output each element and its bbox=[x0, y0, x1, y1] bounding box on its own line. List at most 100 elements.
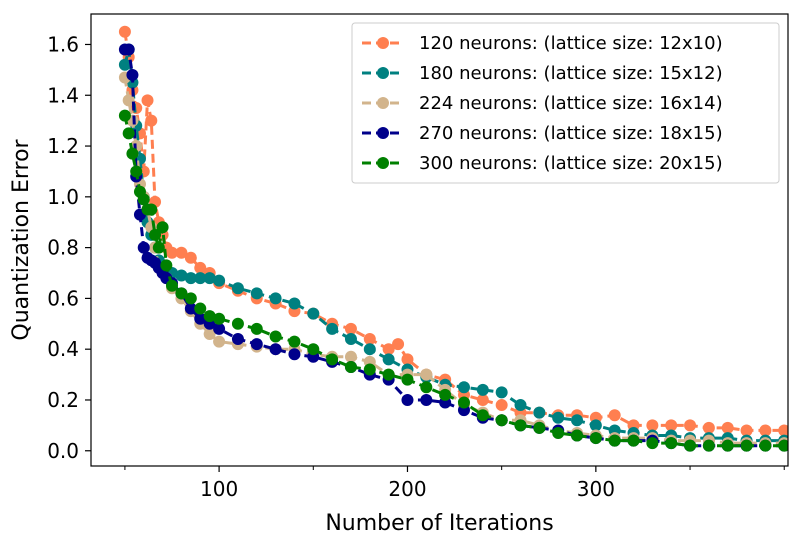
data-point bbox=[344, 322, 357, 335]
data-point bbox=[288, 297, 301, 310]
data-point bbox=[495, 399, 508, 412]
data-point bbox=[439, 388, 452, 401]
legend-box bbox=[351, 22, 780, 184]
y-tick-label: 0.6 bbox=[47, 286, 79, 310]
data-point bbox=[420, 381, 433, 394]
data-point bbox=[203, 272, 216, 285]
x-tick-label: 200 bbox=[388, 477, 426, 501]
legend-marker bbox=[377, 37, 389, 49]
data-point bbox=[533, 421, 546, 434]
data-point bbox=[420, 368, 433, 381]
axes-frame bbox=[90, 13, 789, 467]
y-tick-label: 1.4 bbox=[47, 83, 79, 107]
data-point bbox=[213, 322, 226, 335]
data-point bbox=[363, 363, 376, 376]
data-point bbox=[175, 246, 188, 259]
data-point bbox=[571, 429, 584, 442]
data-point bbox=[194, 312, 207, 325]
data-point bbox=[152, 241, 165, 254]
data-point bbox=[122, 127, 135, 140]
legend-item: 180 neurons: (lattice size: 15x12) bbox=[362, 63, 723, 84]
data-point bbox=[231, 333, 244, 346]
data-point bbox=[665, 419, 678, 432]
data-point bbox=[382, 368, 395, 381]
data-point bbox=[495, 386, 508, 399]
data-point bbox=[702, 439, 715, 452]
data-point bbox=[382, 343, 395, 356]
data-point bbox=[126, 147, 139, 160]
data-point bbox=[137, 193, 150, 206]
data-point bbox=[401, 393, 414, 406]
x-tick-label: 100 bbox=[200, 477, 238, 501]
legend-item: 224 neurons: (lattice size: 16x14) bbox=[362, 93, 723, 114]
y-axis-label: Quantization Error bbox=[9, 138, 34, 340]
legend-item: 300 neurons: (lattice size: 20x15) bbox=[362, 153, 723, 174]
data-point bbox=[420, 393, 433, 406]
data-point bbox=[646, 437, 659, 450]
data-point bbox=[203, 310, 216, 323]
data-point bbox=[457, 396, 470, 409]
data-point bbox=[250, 322, 263, 335]
series-layer bbox=[118, 25, 788, 452]
data-point bbox=[401, 373, 414, 386]
y-tick-label: 1.2 bbox=[47, 134, 79, 158]
data-point bbox=[759, 439, 772, 452]
data-point bbox=[401, 353, 414, 366]
legend: 120 neurons: (lattice size: 12x10) 180 ne… bbox=[351, 22, 780, 184]
legend-label: 270 neurons: (lattice size: 18x15) bbox=[419, 123, 723, 144]
y-tick-label: 0.4 bbox=[47, 337, 79, 361]
data-point bbox=[269, 330, 282, 343]
data-point bbox=[514, 399, 527, 412]
data-point bbox=[250, 338, 263, 351]
data-point bbox=[476, 393, 489, 406]
legend-item: 270 neurons: (lattice size: 18x15) bbox=[362, 123, 723, 144]
data-point bbox=[288, 348, 301, 361]
legend-label: 224 neurons: (lattice size: 16x14) bbox=[419, 93, 723, 114]
data-point bbox=[203, 327, 216, 340]
data-point bbox=[627, 434, 640, 447]
data-point bbox=[721, 439, 734, 452]
data-point bbox=[608, 434, 621, 447]
legend-item: 120 neurons: (lattice size: 12x10) bbox=[362, 33, 723, 54]
data-point bbox=[175, 269, 188, 282]
data-point bbox=[392, 338, 405, 351]
data-point bbox=[175, 287, 188, 300]
data-point bbox=[457, 381, 470, 394]
data-point bbox=[194, 261, 207, 274]
legend-marker bbox=[377, 97, 389, 109]
data-point bbox=[702, 421, 715, 434]
data-point bbox=[145, 114, 158, 127]
data-point bbox=[250, 287, 263, 300]
data-point bbox=[552, 426, 565, 439]
data-point bbox=[149, 228, 162, 241]
data-point bbox=[344, 350, 357, 363]
x-tick-label: 300 bbox=[577, 477, 615, 501]
y-tick-label: 0.2 bbox=[47, 388, 79, 412]
y-tick-label: 1.6 bbox=[47, 32, 79, 56]
data-point bbox=[194, 272, 207, 285]
data-point bbox=[166, 279, 179, 292]
data-point bbox=[326, 322, 339, 335]
data-point bbox=[721, 421, 734, 434]
data-point bbox=[589, 432, 602, 445]
data-point bbox=[740, 439, 753, 452]
y-tick-label: 1.0 bbox=[47, 185, 79, 209]
legend-marker bbox=[377, 67, 389, 79]
data-point bbox=[495, 414, 508, 427]
data-point bbox=[589, 419, 602, 432]
data-point bbox=[514, 419, 527, 432]
series-5 bbox=[118, 109, 788, 452]
data-point bbox=[130, 165, 143, 178]
data-point bbox=[122, 94, 135, 107]
data-point bbox=[137, 241, 150, 254]
data-point bbox=[213, 335, 226, 348]
data-point bbox=[382, 353, 395, 366]
data-point bbox=[160, 259, 173, 272]
legend-label: 120 neurons: (lattice size: 12x10) bbox=[419, 33, 723, 54]
y-tick-label: 0.8 bbox=[47, 236, 79, 260]
data-point bbox=[269, 343, 282, 356]
legend-label: 180 neurons: (lattice size: 15x12) bbox=[419, 63, 723, 84]
data-point bbox=[213, 312, 226, 325]
data-point bbox=[778, 439, 788, 452]
